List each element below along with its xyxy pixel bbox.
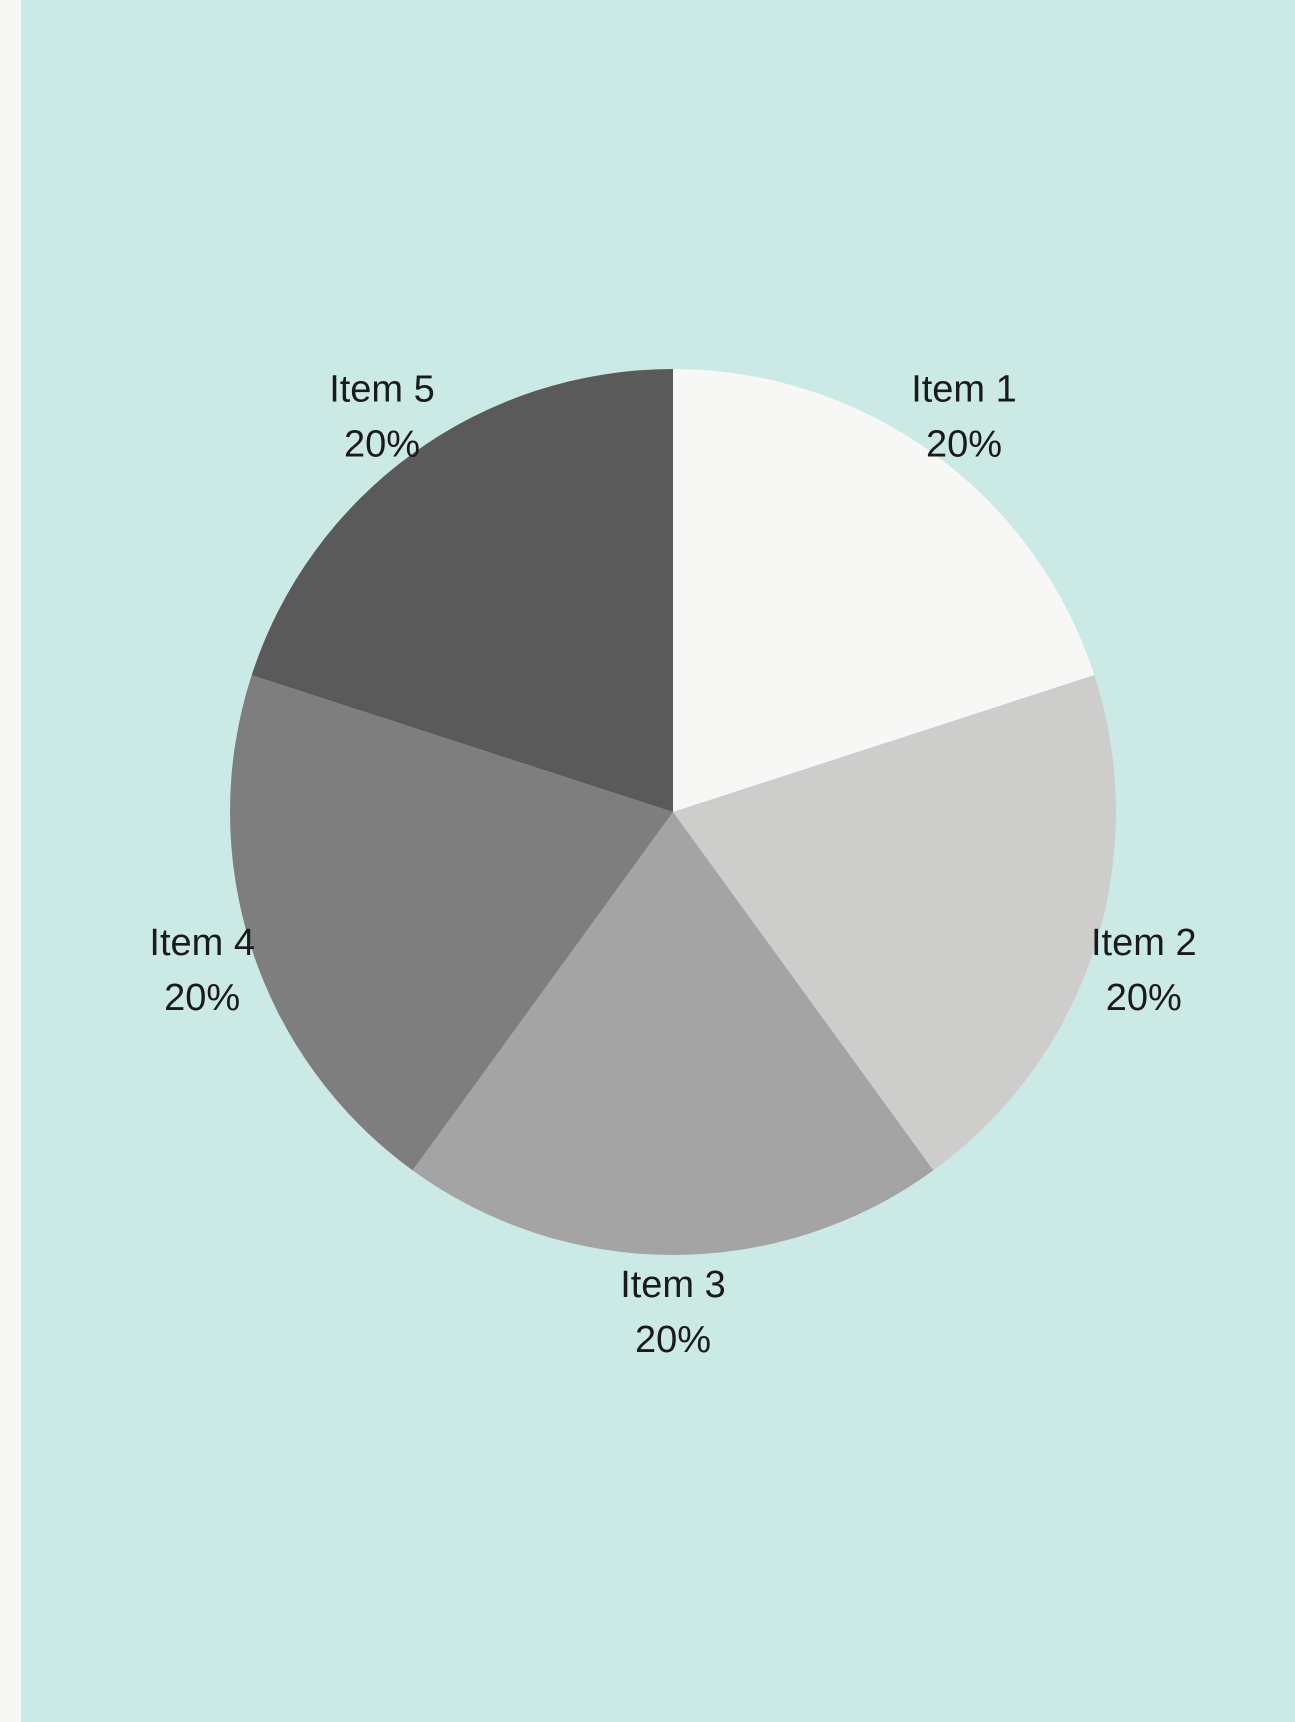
slice-label-item-4: Item 4: [149, 922, 255, 964]
pie-slice-item-4: [230, 675, 673, 1171]
slice-percent-item-3: 20%: [635, 1319, 711, 1361]
slice-percent-item-5: 20%: [344, 424, 420, 466]
pie-slice-item-2: [673, 675, 1116, 1171]
pie-slice-item-3: [412, 812, 934, 1255]
slice-label-item-1: Item 1: [911, 369, 1017, 411]
slice-percent-item-4: 20%: [164, 977, 240, 1019]
pie-slice-item-5: [251, 369, 673, 812]
slice-percent-item-2: 20%: [1106, 977, 1182, 1019]
slice-label-item-5: Item 5: [329, 369, 435, 411]
pie-slices: [230, 369, 1116, 1255]
slice-label-item-2: Item 2: [1091, 922, 1197, 964]
slice-label-item-3: Item 3: [620, 1264, 726, 1306]
slice-percent-item-1: 20%: [926, 424, 1002, 466]
pie-labels: Item 1 20% Item 2 20% Item 3 20% Item 4 20% Item…: [149, 369, 1196, 1362]
pie-slice-item-1: [673, 369, 1095, 812]
